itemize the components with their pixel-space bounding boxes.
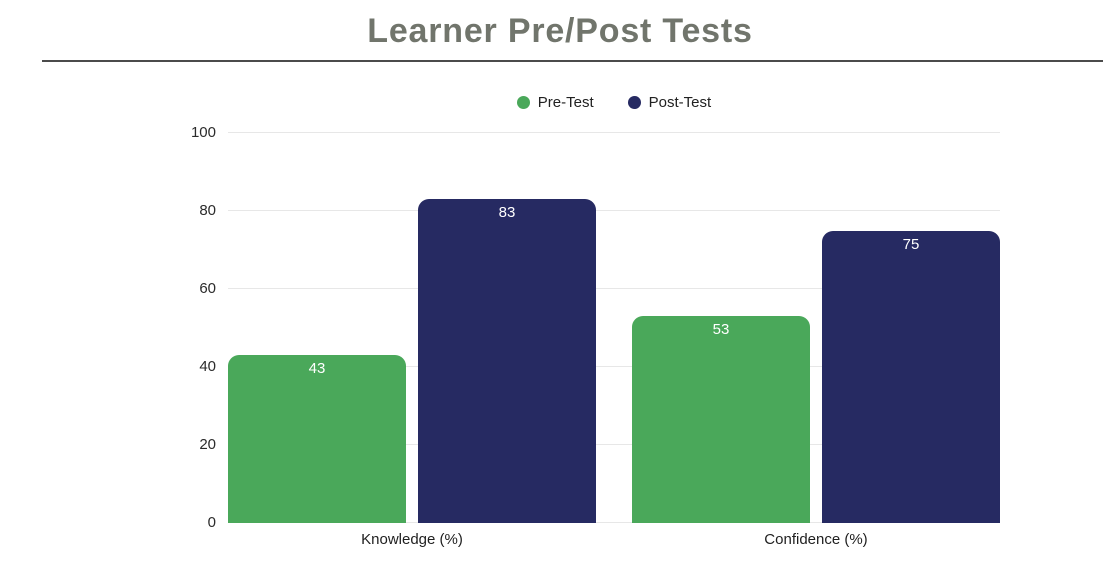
- chart-legend: Pre-Test Post-Test: [228, 94, 1000, 111]
- title-divider-line: [42, 60, 1103, 62]
- y-tick-label-20: 20: [199, 436, 216, 453]
- legend-swatch-icon: [627, 96, 641, 109]
- bar-pre-test: 53: [632, 316, 810, 523]
- y-tick-label-0: 0: [207, 514, 216, 531]
- bar-group: 43 83: [228, 133, 596, 523]
- legend-item-post-test: Post-Test: [627, 94, 712, 111]
- y-tick-label-60: 60: [199, 280, 216, 297]
- plot-area: 43 83 53 75: [228, 132, 1000, 523]
- bar-group: 53 75: [632, 133, 1000, 523]
- chart-title: Learner Pre/Post Tests: [367, 12, 753, 50]
- bar-value-label: 53: [712, 321, 730, 339]
- x-category-label: Knowledge (%): [361, 531, 463, 548]
- x-axis-labels: Knowledge (%) Confidence (%): [228, 531, 1000, 548]
- x-category-label: Confidence (%): [764, 531, 868, 548]
- y-tick-label-100: 100: [190, 124, 216, 141]
- gridline-60: [228, 288, 1000, 289]
- bars-layer: 43 83 53 75: [228, 133, 1000, 523]
- y-tick-label-80: 80: [199, 202, 216, 219]
- bar-pre-test: 43: [228, 355, 406, 523]
- gridline-100: [228, 132, 1000, 133]
- legend-label: Post-Test: [648, 94, 712, 111]
- bar-value-label: 83: [498, 204, 516, 222]
- legend-label: Pre-Test: [537, 94, 594, 111]
- bar-value-label: 75: [902, 235, 920, 253]
- y-tick-label-40: 40: [199, 358, 216, 375]
- bar-post-test: 83: [418, 199, 596, 523]
- gridline-40: [228, 366, 1000, 367]
- gridline-20: [228, 444, 1000, 445]
- gridline-0: [228, 522, 1000, 523]
- legend-item-pre-test: Pre-Test: [516, 94, 594, 111]
- legend-swatch-icon: [516, 96, 530, 109]
- y-axis-labels: 0 20 40 60 80 100: [140, 124, 216, 531]
- bar-value-label: 43: [308, 360, 326, 378]
- bar-post-test: 75: [822, 230, 1000, 523]
- gridline-80: [228, 210, 1000, 211]
